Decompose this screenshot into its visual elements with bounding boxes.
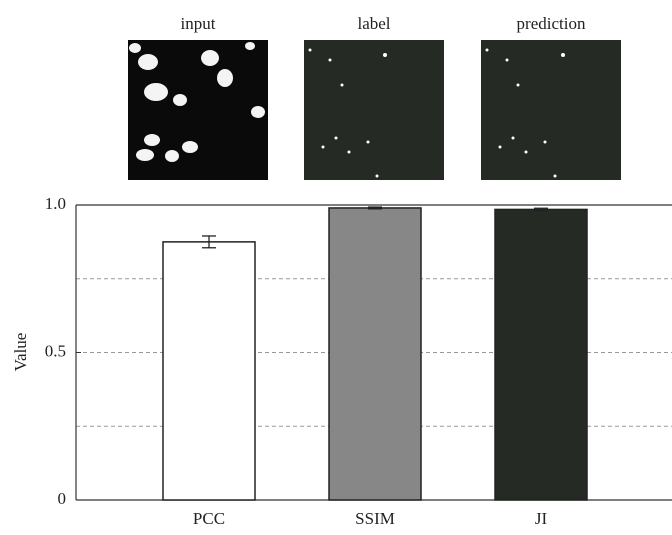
bar bbox=[495, 209, 587, 500]
y-tick-label: 0 bbox=[58, 489, 67, 508]
panel-title: input bbox=[181, 14, 216, 33]
bar bbox=[329, 208, 421, 500]
figure: input label prediction Value 0 0.5 1.0 PCC S… bbox=[0, 0, 672, 530]
panel-title: prediction bbox=[517, 14, 586, 33]
x-tick-label: JI bbox=[535, 509, 548, 528]
x-tick-label: SSIM bbox=[355, 509, 395, 528]
y-tick-label: 0.5 bbox=[45, 341, 66, 360]
panel-title: label bbox=[357, 14, 390, 33]
panel-input bbox=[128, 40, 268, 180]
page: input label prediction Value 0 0.5 1.0 PCC S… bbox=[0, 0, 672, 535]
y-axis-label: Value bbox=[11, 333, 30, 372]
bar bbox=[163, 242, 255, 500]
panel-label bbox=[304, 40, 444, 180]
panel-prediction bbox=[481, 40, 621, 180]
x-tick-label: PCC bbox=[193, 509, 225, 528]
y-tick-label: 1.0 bbox=[45, 194, 66, 213]
